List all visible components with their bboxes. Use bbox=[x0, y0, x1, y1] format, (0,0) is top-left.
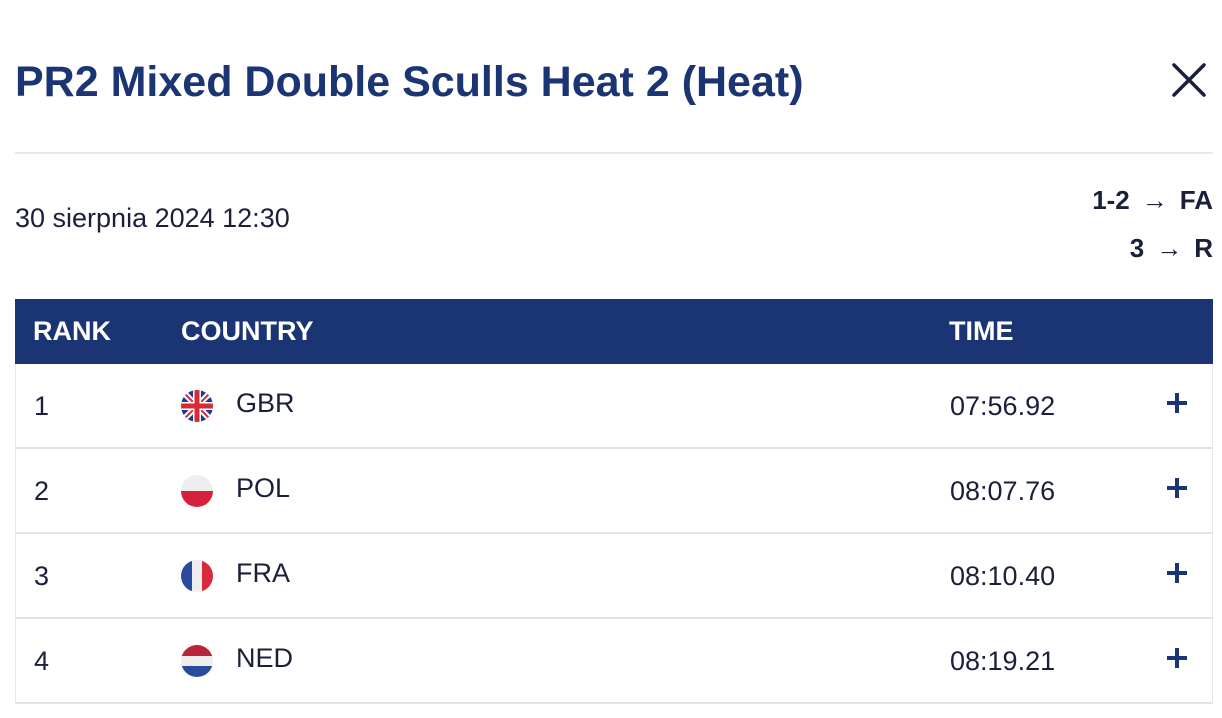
table-row[interactable]: 4 NED 08:19.21 bbox=[15, 619, 1213, 704]
fra-flag-icon bbox=[181, 560, 213, 592]
time-cell: 08:19.21 bbox=[950, 646, 1056, 676]
header-divider bbox=[15, 152, 1213, 154]
table-row[interactable]: 3 FRA 08:10.40 bbox=[15, 534, 1213, 619]
qualification-range: 1-2 bbox=[1092, 185, 1130, 215]
plus-icon bbox=[1167, 393, 1187, 413]
qualification-target: FA bbox=[1179, 185, 1213, 215]
time-cell: 07:56.92 bbox=[950, 391, 1056, 421]
column-header-time: TIME bbox=[949, 316, 1014, 346]
qualification-rules: 1-2 → FA 3 → R bbox=[1092, 176, 1213, 272]
expand-button[interactable] bbox=[1164, 390, 1190, 416]
table-row[interactable]: 2 POL 08:07.76 bbox=[15, 449, 1213, 534]
plus-icon bbox=[1167, 648, 1187, 668]
country-code: FRA bbox=[236, 558, 290, 588]
plus-icon bbox=[1167, 478, 1187, 498]
pol-flag-icon bbox=[181, 475, 213, 507]
page-title: PR2 Mixed Double Sculls Heat 2 (Heat) bbox=[15, 58, 804, 106]
rank-cell: 4 bbox=[34, 646, 50, 676]
rank-cell: 2 bbox=[34, 476, 50, 506]
gbr-flag-icon bbox=[181, 390, 213, 422]
time-cell: 08:10.40 bbox=[950, 561, 1056, 591]
column-header-rank: RANK bbox=[33, 316, 111, 346]
expand-button[interactable] bbox=[1164, 645, 1190, 671]
close-icon bbox=[1172, 63, 1206, 97]
table-row[interactable]: 1 GBR 07:56.92 bbox=[15, 364, 1213, 449]
event-date: 30 sierpnia 2024 12:30 bbox=[15, 203, 290, 233]
qualification-rule: 1-2 → FA bbox=[1092, 176, 1213, 224]
country-code: NED bbox=[236, 643, 294, 673]
results-table: RANK COUNTRY TIME 1 GBR 07:56.92 bbox=[15, 299, 1213, 704]
qualification-range: 3 bbox=[1129, 233, 1145, 263]
time-cell: 08:07.76 bbox=[950, 476, 1056, 506]
country-code: POL bbox=[236, 473, 291, 503]
plus-icon bbox=[1167, 563, 1187, 583]
column-header-country: COUNTRY bbox=[181, 316, 314, 346]
dialog-header: PR2 Mixed Double Sculls Heat 2 (Heat) bbox=[15, 52, 1215, 112]
ned-flag-icon bbox=[181, 645, 213, 677]
rank-cell: 3 bbox=[34, 561, 50, 591]
close-button[interactable] bbox=[1169, 60, 1209, 100]
arrow-right-icon: → bbox=[1141, 185, 1168, 215]
expand-button[interactable] bbox=[1164, 560, 1190, 586]
rank-cell: 1 bbox=[34, 391, 50, 421]
qualification-target: R bbox=[1194, 233, 1213, 263]
arrow-right-icon: → bbox=[1156, 233, 1183, 263]
expand-button[interactable] bbox=[1164, 475, 1190, 501]
qualification-rule: 3 → R bbox=[1092, 224, 1213, 272]
country-code: GBR bbox=[236, 388, 295, 418]
table-header: RANK COUNTRY TIME bbox=[15, 299, 1213, 364]
